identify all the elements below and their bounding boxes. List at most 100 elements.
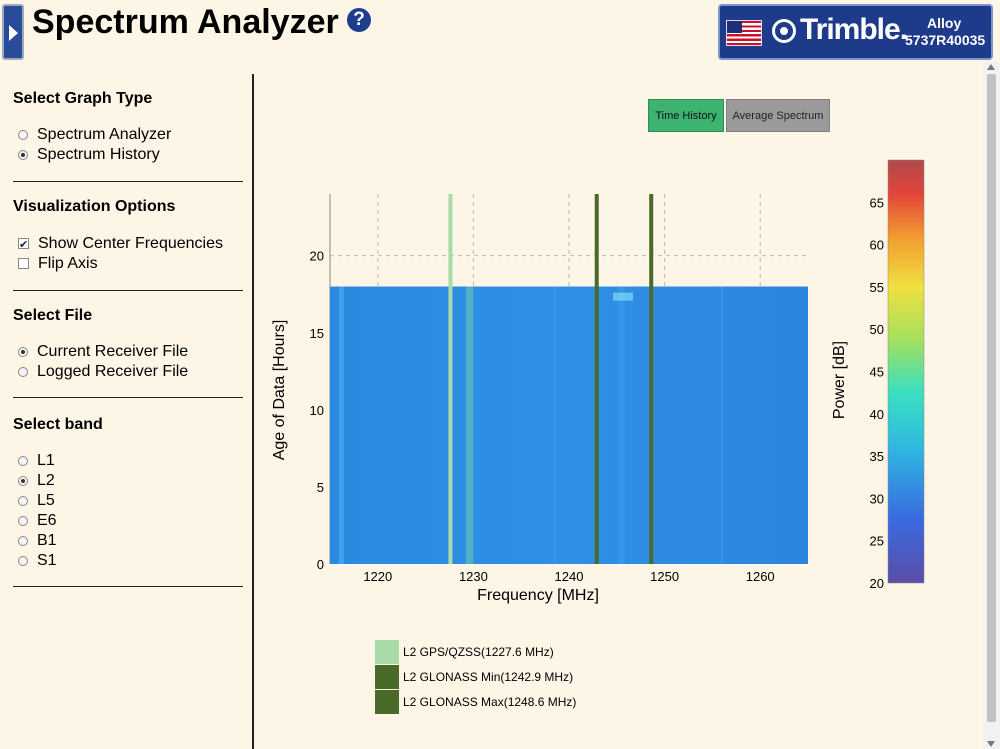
radio-button[interactable] [18, 556, 28, 566]
colorbar: 20 25 30 35 40 45 50 55 60 65 [870, 159, 925, 591]
radio-band-b1[interactable]: B1 [18, 531, 57, 551]
legend-label: L2 GLONASS Min(1242.9 MHz) [403, 670, 574, 684]
page-title: Spectrum Analyzer [32, 3, 339, 41]
colorbar-tick-label: 65 [870, 195, 884, 210]
option-label: L2 [37, 472, 55, 489]
y-axis-label: Age of Data [Hours] [271, 320, 288, 461]
x-tick-label: 1250 [650, 569, 679, 584]
radio-band-l1[interactable]: L1 [18, 451, 55, 471]
brand-name: Trimble. [800, 13, 908, 46]
heatmap-streak [618, 286, 625, 564]
legend-swatch [375, 690, 399, 714]
colorbar-tick-label: 45 [870, 365, 884, 380]
help-icon[interactable]: ? [347, 8, 371, 32]
scrollbar-thumb[interactable] [987, 74, 996, 722]
x-tick-label: 1230 [459, 569, 488, 584]
y-tick-label: 5 [317, 480, 324, 495]
option-label: Logged Receiver File [37, 363, 189, 380]
option-label: L1 [37, 452, 55, 469]
tab-average-spectrum[interactable]: Average Spectrum [726, 99, 830, 132]
heatmap-streak [339, 286, 344, 564]
option-label: Flip Axis [38, 255, 98, 272]
center-frequency-line [448, 194, 453, 564]
chevron-right-icon [9, 25, 18, 41]
trimble-logo-icon [772, 19, 796, 43]
x-tick-label: 1260 [746, 569, 775, 584]
panel-divider [252, 74, 254, 749]
heatmap-streak [465, 286, 474, 564]
option-label: Show Center Frequencies [38, 235, 223, 252]
divider [13, 586, 243, 587]
radio-button[interactable] [18, 536, 28, 546]
checkbox-show-center-frequencies[interactable]: Show Center Frequencies [18, 234, 223, 255]
x-tick-label: 1240 [555, 569, 584, 584]
visualization-title: Visualization Options [13, 198, 176, 215]
options-panel: Select Graph Type Spectrum Analyzer Spec… [0, 74, 252, 749]
page-scrollbar[interactable] [983, 62, 1000, 749]
radio-current-receiver-file[interactable]: Current Receiver File [18, 342, 188, 362]
center-frequency-line [594, 194, 599, 564]
colorbar-tick-label: 40 [870, 407, 884, 422]
radio-band-l2[interactable]: L2 [18, 471, 55, 491]
x-tick-label: 1220 [363, 569, 392, 584]
heatmap-streak [553, 286, 557, 564]
radio-button[interactable] [18, 476, 28, 486]
scroll-down-icon[interactable] [987, 741, 995, 747]
option-label: Current Receiver File [37, 343, 189, 360]
tab-time-history[interactable]: Time History [648, 99, 724, 132]
radio-band-s1[interactable]: S1 [18, 551, 57, 571]
divider [13, 290, 243, 291]
receiver-serial: 5737R40035 [905, 32, 986, 48]
checkbox[interactable] [18, 258, 29, 269]
graph-type-title: Select Graph Type [13, 90, 153, 107]
radio-logged-receiver-file[interactable]: Logged Receiver File [18, 362, 188, 382]
y-tick-label: 20 [310, 249, 324, 264]
radio-button[interactable] [18, 347, 28, 357]
radio-button[interactable] [18, 516, 28, 526]
option-label: E6 [37, 512, 57, 529]
scroll-up-icon[interactable] [987, 64, 995, 70]
legend-label: L2 GPS/QZSS(1227.6 MHz) [403, 645, 554, 659]
y-tick-label: 0 [317, 557, 324, 572]
heatmap-hotspot [612, 292, 633, 301]
legend-label: L2 GLONASS Max(1248.6 MHz) [403, 695, 577, 709]
radio-spectrum-analyzer[interactable]: Spectrum Analyzer [18, 125, 171, 145]
x-axis-label: Frequency [MHz] [477, 587, 599, 604]
colorbar-tick-label: 20 [870, 576, 884, 591]
center-frequency-line [649, 194, 654, 564]
band-title: Select band [13, 416, 103, 433]
radio-band-l5[interactable]: L5 [18, 491, 55, 511]
colorbar-gradient [887, 159, 925, 584]
checkbox[interactable] [18, 235, 29, 255]
legend-swatch [375, 665, 399, 689]
radio-button[interactable] [18, 496, 28, 506]
radio-button[interactable] [18, 130, 28, 140]
heatmap [330, 286, 808, 564]
legend-swatch [375, 640, 399, 664]
option-label: Spectrum History [37, 146, 160, 163]
checkbox-flip-axis[interactable]: Flip Axis [18, 254, 98, 274]
divider [13, 181, 243, 182]
option-label: Spectrum Analyzer [37, 126, 172, 143]
us-flag-icon [726, 20, 762, 46]
sidebar-toggle-button[interactable] [2, 4, 24, 60]
heatmap-streak [720, 286, 724, 564]
option-label: S1 [37, 552, 57, 569]
file-title: Select File [13, 307, 93, 324]
radio-spectrum-history[interactable]: Spectrum History [18, 145, 160, 165]
plot-area: 1220 1230 1240 1250 1260 0 5 10 15 20 [310, 194, 808, 584]
y-tick-label: 10 [310, 403, 324, 418]
colorbar-tick-label: 60 [870, 238, 884, 253]
colorbar-tick-label: 30 [870, 491, 884, 506]
colorbar-tick-label: 55 [870, 280, 884, 295]
receiver-model: Alloy [927, 15, 962, 31]
colorbar-label: Power [dB] [831, 341, 848, 419]
radio-band-e6[interactable]: E6 [18, 511, 57, 531]
colorbar-tick-label: 35 [870, 449, 884, 464]
radio-button[interactable] [18, 456, 28, 466]
radio-button[interactable] [18, 150, 28, 160]
colorbar-tick-label: 50 [870, 322, 884, 337]
radio-button[interactable] [18, 367, 28, 377]
colorbar-tick-label: 25 [870, 534, 884, 549]
